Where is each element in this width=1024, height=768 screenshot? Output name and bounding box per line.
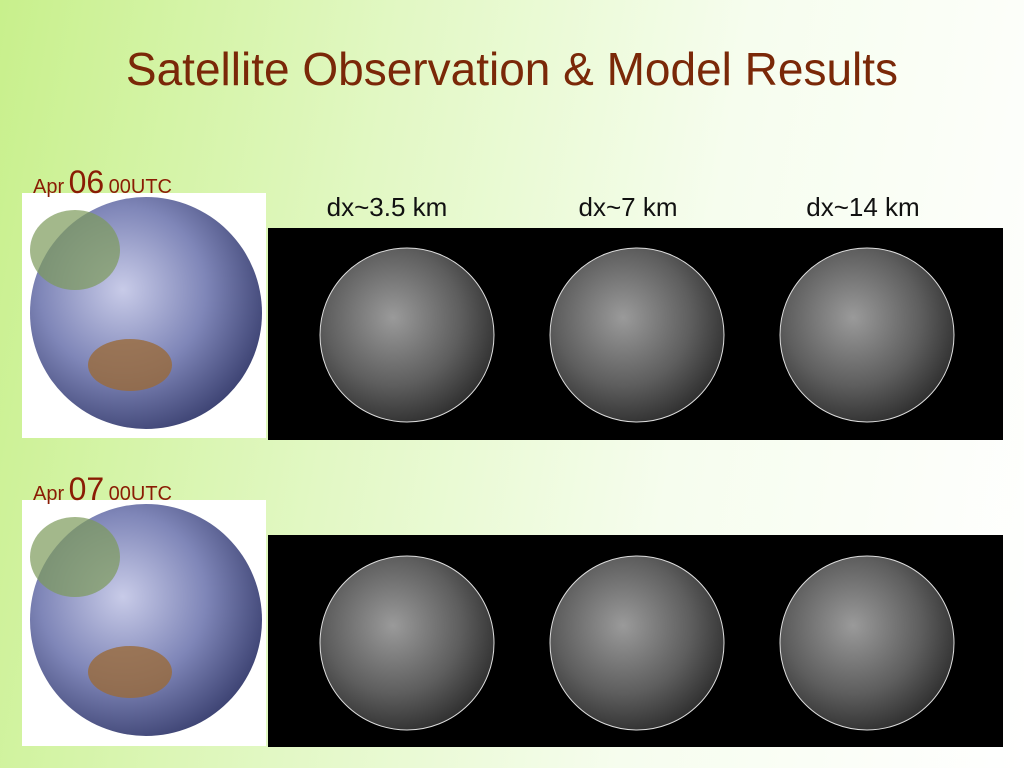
month: Apr: [33, 176, 65, 198]
column-label: dx~3.5 km: [326, 192, 448, 222]
row-2-images: [22, 500, 1003, 747]
day: 07: [68, 471, 105, 507]
column-label: dx~14 km: [806, 192, 920, 222]
date-label: Apr 06 00UTC: [33, 164, 172, 201]
time: 00UTC: [108, 176, 172, 198]
day: 06: [68, 164, 105, 200]
title: Satellite Observation & Model Results: [125, 43, 899, 95]
row-1-images: [22, 193, 1003, 440]
date-label: Apr 07 00UTC: [33, 471, 172, 508]
month: Apr: [33, 483, 65, 505]
time: 00UTC: [108, 483, 172, 505]
column-label: dx~7 km: [578, 192, 678, 222]
